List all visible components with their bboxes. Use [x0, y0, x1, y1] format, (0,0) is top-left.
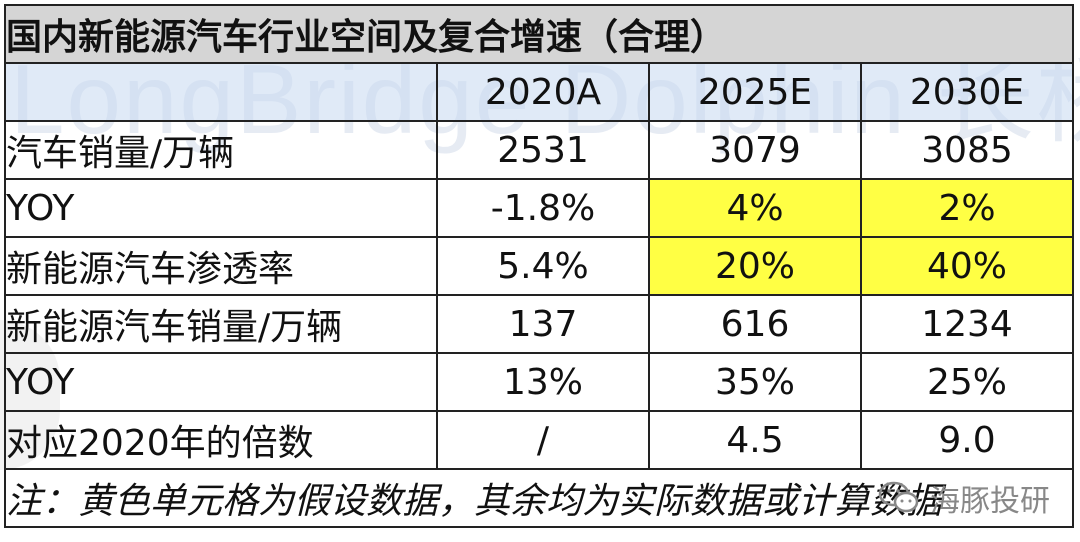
cell-value-calculated: 1234	[859, 294, 1075, 354]
row-label: YOY	[4, 352, 438, 412]
logo-text: 海豚投研	[930, 484, 1050, 519]
cell-value-assumption: 20%	[648, 236, 862, 296]
header-cell-2025e: 2025E	[648, 62, 862, 122]
cell-value-calculated: 4.5	[648, 410, 862, 470]
row-label: YOY	[4, 178, 438, 238]
table-row: 新能源汽车渗透率 5.4% 20% 40%	[4, 236, 1075, 296]
header-row: 2020A 2025E 2030E	[4, 62, 1075, 122]
header-cell-2020a: 2020A	[436, 62, 650, 122]
cell-value-assumption: 4%	[648, 178, 862, 238]
cell-value: 3079	[648, 120, 862, 180]
data-table: 国内新能源汽车行业空间及复合增速（合理） 2020A 2025E 2030E 汽…	[3, 4, 1075, 528]
header-cell-2030e: 2030E	[859, 62, 1075, 122]
table-row: 汽车销量/万辆 2531 3079 3085	[4, 120, 1075, 180]
cell-value-calculated: 35%	[648, 352, 862, 412]
cell-value: -1.8%	[436, 178, 650, 238]
cell-value-calculated: 25%	[859, 352, 1075, 412]
cell-value: 13%	[436, 352, 650, 412]
cell-value: 137	[436, 294, 650, 354]
cell-value-assumption: 2%	[859, 178, 1075, 238]
header-cell-empty	[4, 62, 438, 122]
cell-value-calculated: 616	[648, 294, 862, 354]
table-row: 新能源汽车销量/万辆 137 616 1234	[4, 294, 1075, 354]
cell-value-assumption: 40%	[859, 236, 1075, 296]
row-label: 对应2020年的倍数	[4, 410, 438, 470]
table-row: YOY -1.8% 4% 2%	[4, 178, 1075, 238]
table-row: 对应2020年的倍数 / 4.5 9.0	[4, 410, 1075, 470]
cell-value-calculated: 9.0	[859, 410, 1075, 470]
table-row: YOY 13% 35% 25%	[4, 352, 1075, 412]
cell-value: /	[436, 410, 650, 470]
row-label: 新能源汽车渗透率	[4, 236, 438, 296]
table-title: 国内新能源汽车行业空间及复合增速（合理）	[3, 4, 1075, 64]
cell-value: 3085	[859, 120, 1075, 180]
wechat-logo-icon	[878, 481, 919, 513]
source-logo: 海豚投研	[878, 476, 1050, 520]
row-label: 新能源汽车销量/万辆	[4, 294, 438, 354]
cell-value: 2531	[436, 120, 650, 180]
row-label: 汽车销量/万辆	[4, 120, 438, 180]
cell-value: 5.4%	[436, 236, 650, 296]
